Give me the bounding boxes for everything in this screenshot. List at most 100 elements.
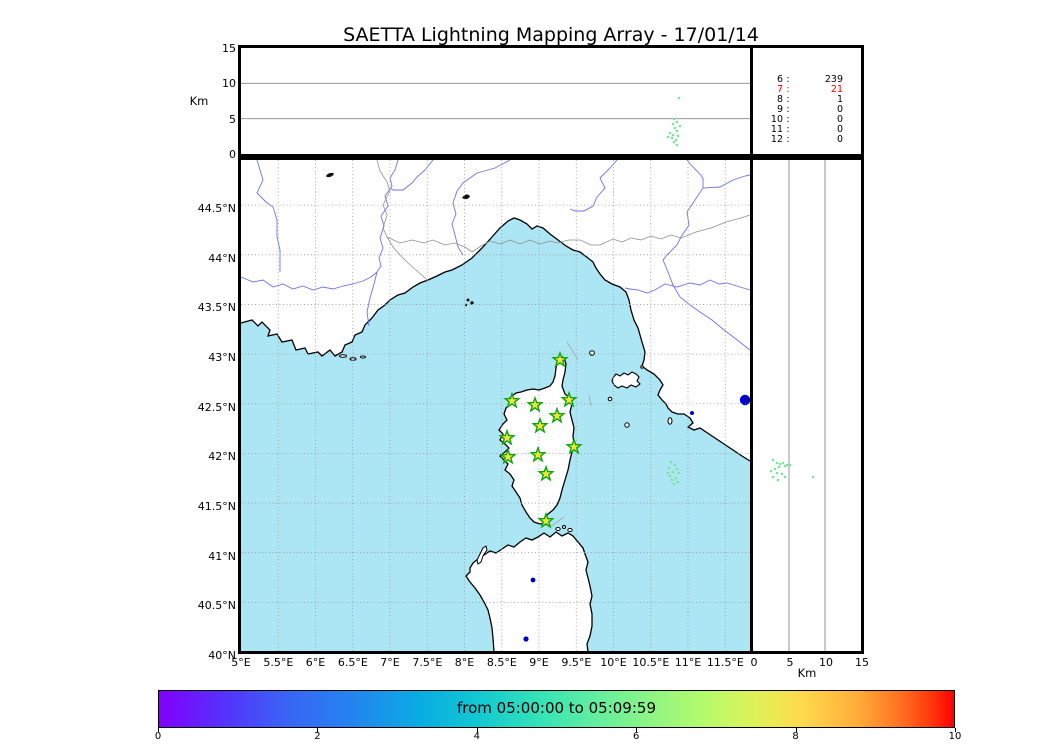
altitude-axis-label-left: Km	[189, 94, 209, 108]
lightning-source-dot	[780, 472, 784, 476]
colorbar-tick-label: 10	[948, 731, 962, 742]
colorbar-tick-label: 0	[154, 731, 162, 742]
lightning-source-dot	[783, 475, 787, 479]
station-count-label: :	[786, 84, 790, 95]
colorbar-tickmark	[955, 728, 956, 732]
colorbar-tick-label: 8	[792, 731, 799, 742]
lon-tick-label: 5.5°E	[263, 656, 294, 669]
altitude-latitude-plot	[769, 160, 826, 651]
lma-station-star	[531, 416, 549, 434]
lightning-source-dot	[675, 143, 679, 147]
small-islands	[339, 350, 673, 533]
lightning-source-dot	[677, 96, 681, 100]
station-count-label: :	[786, 114, 790, 125]
lightning-source-dot	[777, 465, 781, 469]
colorbar-tick-label: 6	[633, 731, 640, 742]
lightning-source-dot	[677, 471, 681, 475]
station-count-label: 12	[770, 134, 783, 145]
lma-station-star	[499, 447, 517, 465]
lat-tick-label: 41.5°N	[197, 500, 236, 514]
lightning-source-dot	[675, 467, 679, 471]
figure-title: SAETTA Lightning Mapping Array - 17/01/1…	[343, 24, 759, 46]
lightning-source-dot	[788, 463, 792, 467]
lightning-source-dot	[771, 458, 775, 462]
altitude-longitude-panel	[238, 45, 753, 157]
lightning-source-dot	[672, 117, 676, 121]
station-count-row: 8: 1	[753, 95, 861, 105]
station-count-label: 10	[770, 114, 783, 125]
lat-tick-label: 40°N	[208, 649, 236, 662]
lat-tick-label: 43°N	[208, 351, 236, 365]
lightning-source-dot	[676, 480, 680, 484]
map-gridlines	[241, 160, 750, 651]
lightning-source-dot	[778, 462, 782, 466]
lightning-source-dot	[673, 126, 677, 130]
altitude-latitude-panel	[750, 157, 864, 654]
lightning-source-dot	[775, 471, 779, 475]
lightning-source-dot	[670, 136, 674, 140]
station-count-value: 0	[836, 134, 843, 145]
station-count-label: 11	[770, 124, 783, 135]
lon-tick-label: 11°E	[674, 656, 702, 669]
lightning-source-dot	[666, 471, 670, 475]
colorbar-tickmark	[476, 728, 478, 732]
station-count-panel: 6: 239 7: 21 8: 1 9: 0 10: 0 11: 0 12: 0	[750, 45, 864, 157]
altitude-xtick-label: 15	[855, 656, 869, 669]
lightning-source-dot	[773, 467, 777, 471]
lon-tick-label: 8.5°E	[486, 656, 517, 669]
altitude-xtick-label: 5	[786, 656, 794, 669]
station-count-value: 1	[836, 94, 843, 105]
lat-tick-label: 44.5°N	[197, 202, 236, 216]
lat-tick-label: 43.5°N	[197, 301, 236, 315]
time-window-label: from 05:00:00 to 05:09:59	[456, 699, 656, 717]
lma-station-star	[529, 445, 547, 463]
islet-cluster	[326, 172, 474, 307]
lightning-source-dot	[666, 135, 670, 139]
lightning-source-dot	[775, 461, 779, 465]
station-count-value: 21	[830, 84, 843, 95]
colorbar-tickmark	[636, 728, 638, 732]
continental-coastline	[241, 217, 750, 462]
lma-station-star	[526, 395, 544, 413]
colorbar-tick-label: 2	[314, 731, 321, 742]
station-count-label: :	[786, 74, 790, 85]
lightning-source-dot	[785, 463, 789, 467]
lightning-source-dot	[668, 131, 672, 135]
station-count-row: 11: 0	[753, 125, 861, 135]
station-count-value: 0	[836, 104, 843, 115]
colorbar-tickmark	[317, 728, 319, 732]
lon-tick-label: 9.5°E	[561, 656, 592, 669]
lightning-source-dot	[668, 474, 672, 478]
sardinia-island	[465, 531, 593, 651]
station-count-row: 6: 239	[753, 75, 861, 85]
altitude-ytick-label: 5	[229, 112, 236, 126]
lon-tick-label: 8°E	[454, 656, 475, 669]
lakes	[523, 394, 750, 642]
lightning-source-dot	[678, 124, 682, 128]
lon-tick-label: 5°E	[231, 656, 251, 669]
lat-tick-label: 44°N	[208, 251, 236, 265]
colorbar-tickmark	[795, 728, 797, 732]
station-count-label: :	[786, 124, 790, 135]
lon-tick-label: 11.5°E	[706, 656, 744, 669]
altitude-axis-label-bottom: Km	[797, 666, 817, 680]
lat-tick-label: 41°N	[208, 549, 236, 563]
lma-station-star	[537, 511, 555, 529]
lightning-source-dot	[811, 475, 815, 479]
continental-land	[241, 160, 750, 461]
lightning-source-dot	[769, 469, 773, 473]
altitude-ytick-label: 0	[229, 148, 236, 161]
lightning-source-dot	[771, 475, 775, 479]
lma-station-star	[498, 428, 516, 446]
map-panel	[238, 157, 753, 654]
station-count-label: 8	[776, 94, 783, 105]
altitude-xtick-label: 10	[819, 656, 833, 669]
asinara-island	[476, 545, 488, 565]
lightning-source-dot	[671, 133, 675, 137]
lon-tick-label: 6.5°E	[337, 656, 368, 669]
altitude-ytick-label: 15	[222, 42, 236, 55]
lma-station-star	[551, 350, 569, 368]
lightning-source-dot	[671, 122, 675, 126]
lon-tick-label: 9°E	[529, 656, 549, 669]
lightning-source-dot	[671, 470, 675, 474]
